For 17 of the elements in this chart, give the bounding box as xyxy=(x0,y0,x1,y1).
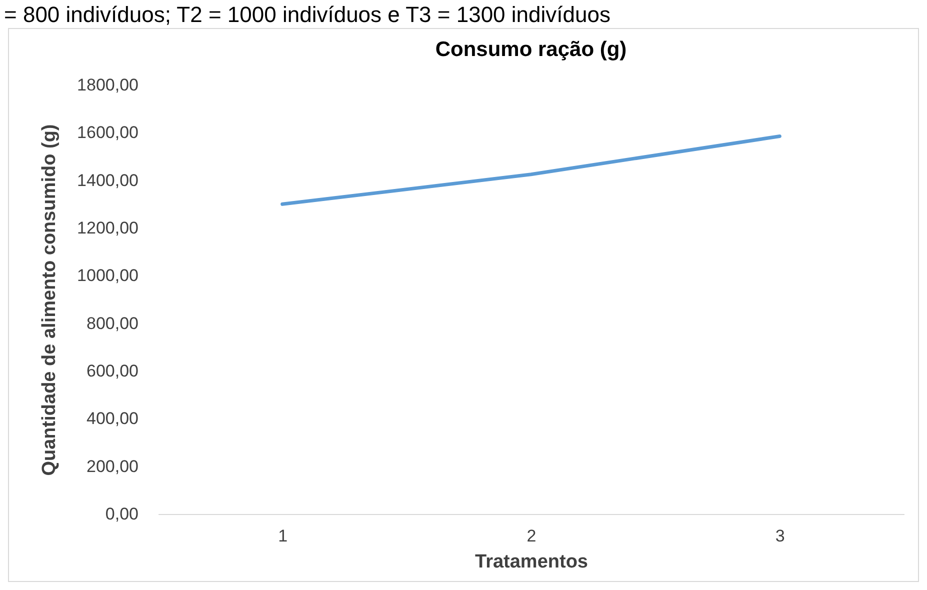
y-tick-label: 200,00 xyxy=(86,456,138,476)
y-tick-label: 800,00 xyxy=(86,314,138,333)
y-tick-label: 1000,00 xyxy=(77,266,138,286)
x-axis-title: Tratamentos xyxy=(475,552,588,572)
y-axis-title: Quantidade de alimento consumido (g) xyxy=(39,124,60,476)
x-tick-label: 2 xyxy=(526,526,536,546)
y-tick-label: 400,00 xyxy=(86,409,138,428)
text: = 800 indivíduos; T2 = 1000 indivíduos e T3 = 1300 indivíduos xyxy=(3,1,612,28)
y-tick-label: 1200,00 xyxy=(77,218,138,238)
chart-title: Consumo ração (g) xyxy=(435,38,627,61)
y-tick-label: 1400,00 xyxy=(77,170,138,190)
x-tick-label: 1 xyxy=(278,526,288,546)
y-tick-label: 1600,00 xyxy=(77,123,138,142)
y-tick-label: 600,00 xyxy=(86,362,138,380)
y-tick-label: 1800,00 xyxy=(77,76,138,94)
x-tick-label: 3 xyxy=(775,526,785,546)
y-tick-label: 0,00 xyxy=(105,504,138,524)
